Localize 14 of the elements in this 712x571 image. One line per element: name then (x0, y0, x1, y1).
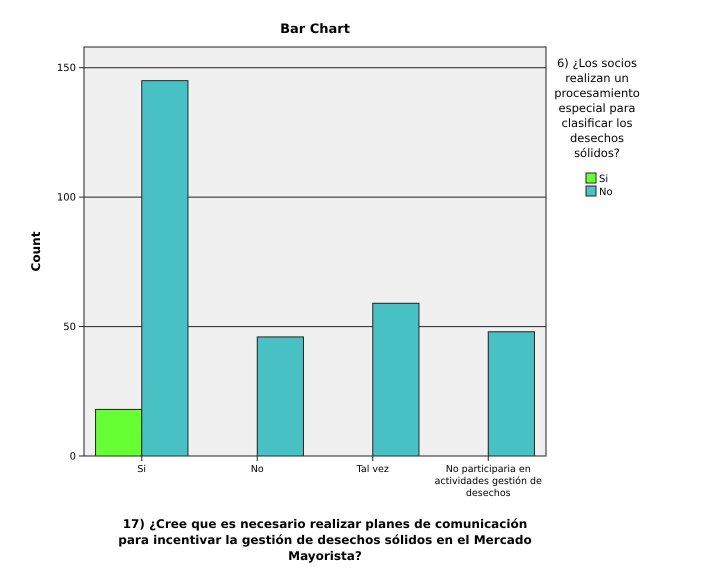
chart-title: Bar Chart (280, 22, 350, 37)
y-tick-label: 50 (63, 322, 76, 334)
x-tick-label: Tal vez (356, 464, 389, 475)
x-tick-label: No (250, 464, 264, 475)
y-tick-label: 100 (56, 192, 76, 204)
y-axis-title: Count (29, 231, 43, 272)
y-tick-label: 150 (56, 63, 76, 74)
legend-label: No (599, 187, 613, 198)
x-tick-label: No participaria en actividades gestión de desechos (434, 464, 542, 499)
x-axis-title: 17) ¿Cree que es necesario realizar planes de comunicación para incentivar la gestión de desechos sólidos en el Mercado Mayorista? (118, 517, 532, 563)
legend-label: Si (599, 174, 608, 185)
x-tick-label: Si (137, 464, 146, 475)
y-tick-label: 0 (70, 452, 76, 462)
legend-title: 6) ¿Los socios realizan un procesamiento especial para clasificar los desechos sólidos? (554, 56, 640, 160)
